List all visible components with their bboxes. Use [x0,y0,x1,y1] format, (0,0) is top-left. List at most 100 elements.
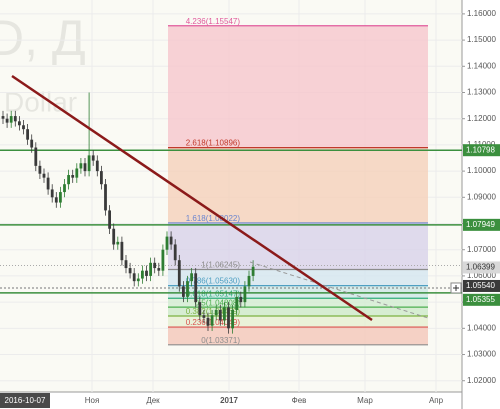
candle-body [214,309,218,316]
x-tick-label: Фев [292,396,307,405]
candle-body [104,184,107,211]
y-tick-label: 1.10000 [467,166,496,175]
fib-zone [168,147,428,223]
fib-label: 2.618(1.10896) [186,139,241,148]
y-tick-label: 1.13000 [467,88,496,97]
candle-body [95,160,99,172]
candle-body [46,177,50,190]
candle-body [206,317,210,326]
candle-body [218,309,222,321]
candle-body [190,273,193,282]
watermark-symbol: D, Д [0,10,86,66]
price-box-label: 1.10798 [466,145,495,154]
fib-zone [168,222,428,270]
candle-body [1,116,5,119]
candle-body [182,286,185,297]
x-tick-label: Мар [357,396,373,405]
price-box [463,261,500,274]
candle-body [42,173,46,178]
candle-body [59,192,62,203]
candle-body [26,129,29,140]
fib-zone [168,298,428,308]
candle-body [136,278,140,282]
fib-zone [168,25,428,148]
projection-line [249,261,429,319]
candle-body [108,210,111,229]
candle-body [153,262,157,269]
price-axis [462,0,500,409]
candle-body [210,315,214,326]
candle-body [157,268,161,271]
x-tick-label: Ноя [85,396,100,405]
candle-body [9,116,13,123]
candle-body [75,168,79,178]
candle-body [54,197,58,203]
candle-body [177,260,181,287]
fib-label: 1.618(1.08022) [186,214,241,223]
x-tick-label: 2017 [220,396,238,405]
fib-label: 0.382(1.04469) [186,307,241,316]
price-box-label: 1.05355 [466,295,495,304]
cursor-date: 2016-10-07 [5,396,46,405]
fib-label: 0.5(1.04808) [195,298,241,307]
candle-body [161,249,165,271]
y-tick-label: 1.02000 [467,376,496,385]
y-tick-label: 1.16000 [467,9,496,18]
candle-body [63,184,66,193]
y-tick-label: 1.03000 [467,350,496,359]
candle-body [165,236,169,250]
x-tick-label: Дек [146,396,160,405]
candle-body [38,165,42,174]
price-box-label: 1.07949 [466,220,495,229]
fib-label: 1(1.06245) [201,261,240,270]
fib-zone [168,316,428,328]
x-tick-label: Апр [429,396,444,405]
candle-body [186,281,189,297]
candle-body [243,286,247,303]
candle-body [112,228,116,245]
fib-zone [168,307,428,317]
y-tick-label: 1.07000 [467,245,496,254]
fib-label: 4.236(1.15547) [186,17,241,26]
fib-zone [168,285,428,299]
candle-body [83,163,87,172]
candle-body [124,260,128,269]
candle-body [5,118,9,123]
candle-body [247,275,251,287]
candle-body [149,262,152,276]
candle-body [79,163,83,169]
y-tick-label: 1.09000 [467,192,496,201]
y-tick-label: 1.14000 [467,61,496,70]
candle-body [71,175,75,178]
y-tick-label: 1.15000 [467,35,496,44]
candle-body [100,171,103,185]
price-box [463,279,500,292]
candle-body [30,139,34,148]
candle-body [231,309,234,329]
time-axis [0,392,462,409]
candle-body [145,270,148,276]
candle-body [128,268,132,274]
candle-body [202,315,206,318]
price-box-label: 1.06399 [466,263,495,272]
candle-body [22,125,25,130]
candle-body [198,302,202,316]
candle-body [239,296,243,303]
fib-label: 0.786(1.05630) [186,277,241,286]
candle-body [251,266,255,276]
price-box [463,144,500,157]
candle-body [235,296,239,310]
fib-label: 0(1.03371) [201,336,240,345]
cursor-date-box [0,393,50,408]
candle-body [141,270,144,279]
candle-body [87,155,91,172]
candle-body [169,236,173,245]
candle-body [91,155,95,161]
candle-body [223,307,226,321]
y-tick-label: 1.12000 [467,114,496,123]
candle-body [116,241,120,245]
candle-body [120,241,124,261]
add-icon [453,284,459,291]
trend-line [11,74,373,322]
